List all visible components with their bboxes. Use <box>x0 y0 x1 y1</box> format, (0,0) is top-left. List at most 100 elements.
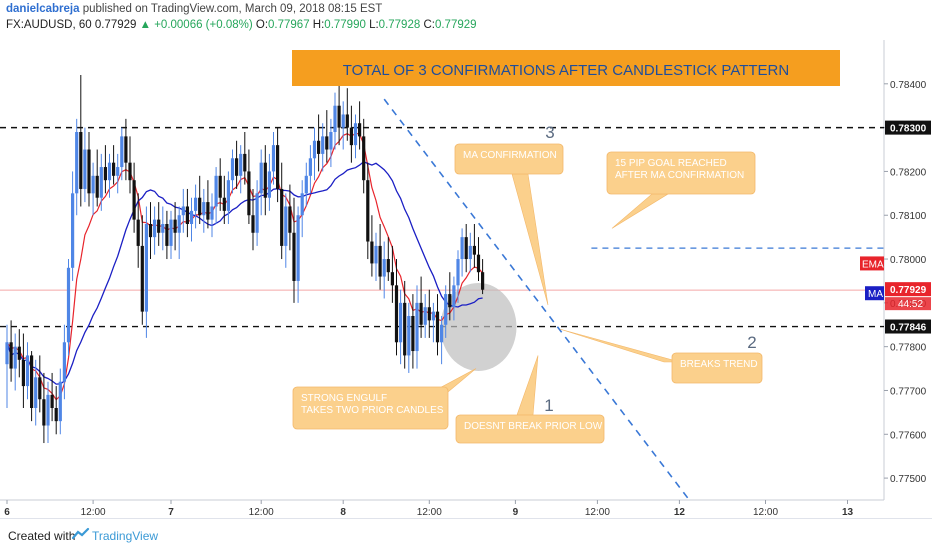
candle-body[interactable] <box>349 127 353 146</box>
candle-body[interactable] <box>464 237 468 260</box>
candle-body[interactable] <box>341 114 345 128</box>
candle-body[interactable] <box>222 197 226 211</box>
candle-body[interactable] <box>34 377 38 408</box>
candle-body[interactable] <box>399 302 403 343</box>
candlestick-chart[interactable]: 0.78400 0.78300 0.78200 0.78100 0.78000 0.779… <box>0 36 932 518</box>
candle-body[interactable] <box>259 162 263 194</box>
candle-body[interactable] <box>153 219 157 238</box>
candle-body[interactable] <box>9 342 13 369</box>
candle-body[interactable] <box>226 180 230 211</box>
candle-body[interactable] <box>185 206 189 224</box>
candle-body[interactable] <box>157 219 161 233</box>
candle-body[interactable] <box>112 162 116 176</box>
candle-body[interactable] <box>271 145 276 172</box>
candle-body[interactable] <box>411 316 415 352</box>
candle-body[interactable] <box>120 136 124 168</box>
candle-body[interactable] <box>378 245 382 277</box>
candle-body[interactable] <box>128 162 132 181</box>
candle-body[interactable] <box>140 245 144 312</box>
candle-body[interactable] <box>198 197 202 216</box>
candle-body[interactable] <box>75 132 79 194</box>
candle-body[interactable] <box>17 346 21 360</box>
candle-body[interactable] <box>38 377 42 400</box>
candle-body[interactable] <box>103 167 107 181</box>
candle-body[interactable] <box>46 394 50 426</box>
candle-body[interactable] <box>21 359 25 387</box>
candle-body[interactable] <box>481 272 485 290</box>
candle-body[interactable] <box>210 206 214 220</box>
candle-body[interactable] <box>116 167 120 176</box>
candle-body[interactable] <box>91 175 95 194</box>
candle-body[interactable] <box>83 149 87 189</box>
candle-body[interactable] <box>169 219 173 246</box>
tradingview-brand[interactable]: TradingView <box>92 529 159 543</box>
candle-body[interactable] <box>107 162 112 181</box>
candle-body[interactable] <box>235 158 239 176</box>
candle-body[interactable] <box>390 272 394 286</box>
candle-body[interactable] <box>456 259 460 286</box>
candle-body[interactable] <box>366 180 370 242</box>
candle-body[interactable] <box>71 193 75 268</box>
candle-body[interactable] <box>13 346 17 369</box>
candle-body[interactable] <box>243 153 247 172</box>
candle-body[interactable] <box>177 215 181 233</box>
candle-body[interactable] <box>181 206 185 216</box>
candle-body[interactable] <box>54 408 58 422</box>
candle-body[interactable] <box>337 105 341 128</box>
candle-body[interactable] <box>407 316 411 356</box>
candle-body[interactable] <box>431 311 435 321</box>
candle-body[interactable] <box>42 399 46 426</box>
candle-body[interactable] <box>296 215 300 281</box>
candle-body[interactable] <box>300 193 304 216</box>
candle-body[interactable] <box>427 307 431 321</box>
candle-body[interactable] <box>358 123 362 137</box>
candle-body[interactable] <box>353 123 358 146</box>
candle-body[interactable] <box>276 145 280 189</box>
candle-body[interactable] <box>148 224 153 238</box>
candle-body[interactable] <box>263 162 267 198</box>
candle-body[interactable] <box>230 158 235 181</box>
candle-body[interactable] <box>25 355 30 387</box>
candle-body[interactable] <box>161 224 165 233</box>
candle-body[interactable] <box>79 132 83 189</box>
candle-body[interactable] <box>206 202 210 220</box>
candle-body[interactable] <box>136 219 140 246</box>
candle-body[interactable] <box>476 254 481 273</box>
candle-body[interactable] <box>58 381 62 422</box>
candle-body[interactable] <box>267 171 271 198</box>
candle-body[interactable] <box>5 342 9 365</box>
candle-body[interactable] <box>30 355 34 408</box>
candle-body[interactable] <box>173 219 177 233</box>
candle-body[interactable] <box>284 206 288 246</box>
candle-body[interactable] <box>444 294 448 325</box>
candle-body[interactable] <box>218 175 222 198</box>
candle-body[interactable] <box>394 285 399 343</box>
candle-body[interactable] <box>288 206 292 233</box>
candle-body[interactable] <box>374 245 378 264</box>
candle-body[interactable] <box>194 197 198 211</box>
candle-body[interactable] <box>62 342 66 382</box>
candle-body[interactable] <box>460 237 464 260</box>
candle-body[interactable] <box>202 202 206 216</box>
candle-body[interactable] <box>317 140 321 154</box>
candle-body[interactable] <box>292 232 296 281</box>
candle-body[interactable] <box>419 302 423 325</box>
candle-body[interactable] <box>280 188 284 246</box>
candle-body[interactable] <box>239 153 243 176</box>
author-link[interactable]: danielcabreja <box>6 3 80 15</box>
candle-body[interactable] <box>362 136 366 181</box>
candle-body[interactable] <box>308 158 312 176</box>
candle-body[interactable] <box>370 241 374 264</box>
candle-body[interactable] <box>333 105 337 132</box>
candle-body[interactable] <box>214 175 218 207</box>
candle-body[interactable] <box>144 224 148 312</box>
candle-body[interactable] <box>50 394 54 408</box>
candle-body[interactable] <box>386 259 390 273</box>
candle-body[interactable] <box>189 210 194 224</box>
candle-body[interactable] <box>165 224 169 246</box>
candle-body[interactable] <box>304 175 308 194</box>
candle-body[interactable] <box>415 302 419 352</box>
candle-body[interactable] <box>403 302 407 356</box>
candle-body[interactable] <box>87 149 91 194</box>
candle-body[interactable] <box>345 114 349 128</box>
